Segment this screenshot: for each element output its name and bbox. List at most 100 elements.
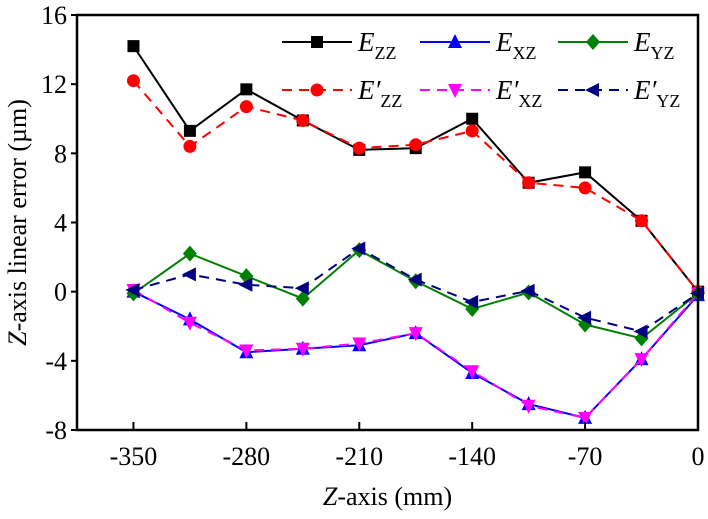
data-point — [295, 342, 310, 357]
legend-label-sub: XZ — [518, 91, 542, 111]
data-point — [408, 327, 423, 342]
data-point — [466, 112, 479, 125]
y-tick-label: 16 — [41, 1, 67, 30]
data-point — [579, 166, 592, 179]
legend-label-main: E — [495, 75, 513, 105]
data-point — [239, 100, 253, 114]
legend-label-sub: YZ — [651, 43, 675, 63]
legend-marker — [311, 36, 323, 48]
legend-item: E′ZZ — [282, 75, 402, 111]
data-point — [182, 316, 197, 331]
data-point — [183, 124, 196, 137]
x-tick-label: -210 — [335, 442, 383, 471]
legend-item: E′XZ — [420, 75, 542, 111]
legend-label: E′YZ — [633, 75, 680, 111]
legend-item: EZZ — [282, 27, 397, 63]
x-tick-label: -140 — [448, 442, 496, 471]
x-axis-title-rest: -axis (mm) — [337, 482, 452, 511]
series-line — [132, 45, 699, 293]
legend-label-sub: ZZ — [375, 43, 397, 63]
data-point — [522, 176, 536, 190]
data-point — [520, 283, 535, 298]
series-eprime-_yz — [125, 241, 704, 339]
data-point — [296, 113, 310, 127]
plot-frame — [75, 13, 700, 432]
data-point — [295, 290, 310, 307]
data-point — [183, 139, 197, 153]
data-point — [239, 344, 254, 359]
data-point — [407, 272, 422, 287]
series-line — [133, 247, 699, 333]
data-point — [465, 365, 480, 380]
legend-label-main: E — [633, 27, 651, 57]
legend-label-prime: ′ — [375, 75, 382, 105]
legend-item: EYZ — [558, 27, 675, 63]
y-axis-title: Z-axis linear error (µm) — [3, 99, 32, 346]
data-point — [125, 282, 140, 297]
legend-item: EXZ — [420, 27, 537, 63]
data-point — [240, 83, 253, 96]
data-point — [238, 277, 253, 292]
series-layer — [125, 40, 705, 426]
y-axis-title-italic: Z — [3, 331, 32, 346]
x-tick-label: 0 — [692, 442, 705, 471]
legend-label: EXZ — [495, 27, 537, 63]
data-point — [127, 40, 140, 53]
data-point — [352, 337, 367, 352]
legend-label-main: E — [357, 75, 375, 105]
legend-marker — [310, 83, 324, 97]
data-point — [465, 124, 479, 138]
y-axis-title-rest: -axis linear error (µm) — [3, 99, 32, 331]
legend-label: E′XZ — [495, 75, 542, 111]
legend-label-sub: XZ — [513, 43, 537, 63]
y-tick-label: -4 — [45, 347, 67, 376]
data-point — [635, 214, 649, 228]
data-point — [352, 141, 366, 155]
series-e_xz — [126, 283, 705, 424]
legend-label: EZZ — [357, 27, 397, 63]
data-point — [409, 138, 423, 152]
data-point — [521, 399, 536, 414]
legend-marker — [586, 34, 600, 50]
legend-label: EYZ — [633, 27, 675, 63]
data-point — [577, 310, 592, 325]
y-tick-label: -8 — [45, 416, 67, 445]
data-point — [578, 181, 592, 195]
legend-item: E′YZ — [558, 75, 680, 111]
legend-label-main: E — [495, 27, 513, 57]
legend-label-main: E — [633, 75, 651, 105]
y-tick-label: 8 — [54, 139, 67, 168]
data-point — [633, 324, 648, 339]
legend-label-prime: ′ — [651, 75, 658, 105]
legend-marker — [448, 84, 462, 98]
data-point — [464, 295, 479, 310]
data-point — [351, 241, 366, 256]
data-point — [126, 74, 140, 88]
series-line — [133, 290, 699, 420]
legend-label-sub: ZZ — [380, 91, 402, 111]
y-tick-label: 12 — [41, 70, 67, 99]
x-tick-label: -70 — [568, 442, 603, 471]
legend-label-prime: ′ — [513, 75, 520, 105]
data-point — [294, 281, 309, 296]
legend-label: E′ZZ — [357, 75, 402, 111]
data-point — [182, 245, 197, 262]
x-tick-label: -280 — [223, 442, 271, 471]
legend-label-sub: YZ — [656, 91, 680, 111]
series-line — [132, 289, 699, 419]
series-eprime-_zz — [126, 74, 705, 299]
data-point — [634, 353, 649, 368]
data-point — [578, 411, 593, 426]
x-tick-label: -350 — [110, 442, 158, 471]
legend-label-main: E — [357, 27, 375, 57]
legend-marker — [448, 34, 462, 48]
axis-ticks: -350 -280 -210 -140 -70 0 -8 -4 0 4 8 12 16 — [41, 1, 705, 471]
legend-marker — [585, 83, 599, 97]
x-axis-title: Z-axis (mm) — [323, 482, 452, 511]
series-eprime-_xz — [126, 283, 705, 426]
series-line — [132, 80, 699, 293]
y-tick-label: 4 — [54, 209, 67, 238]
x-axis-title-italic: Z — [323, 482, 338, 511]
